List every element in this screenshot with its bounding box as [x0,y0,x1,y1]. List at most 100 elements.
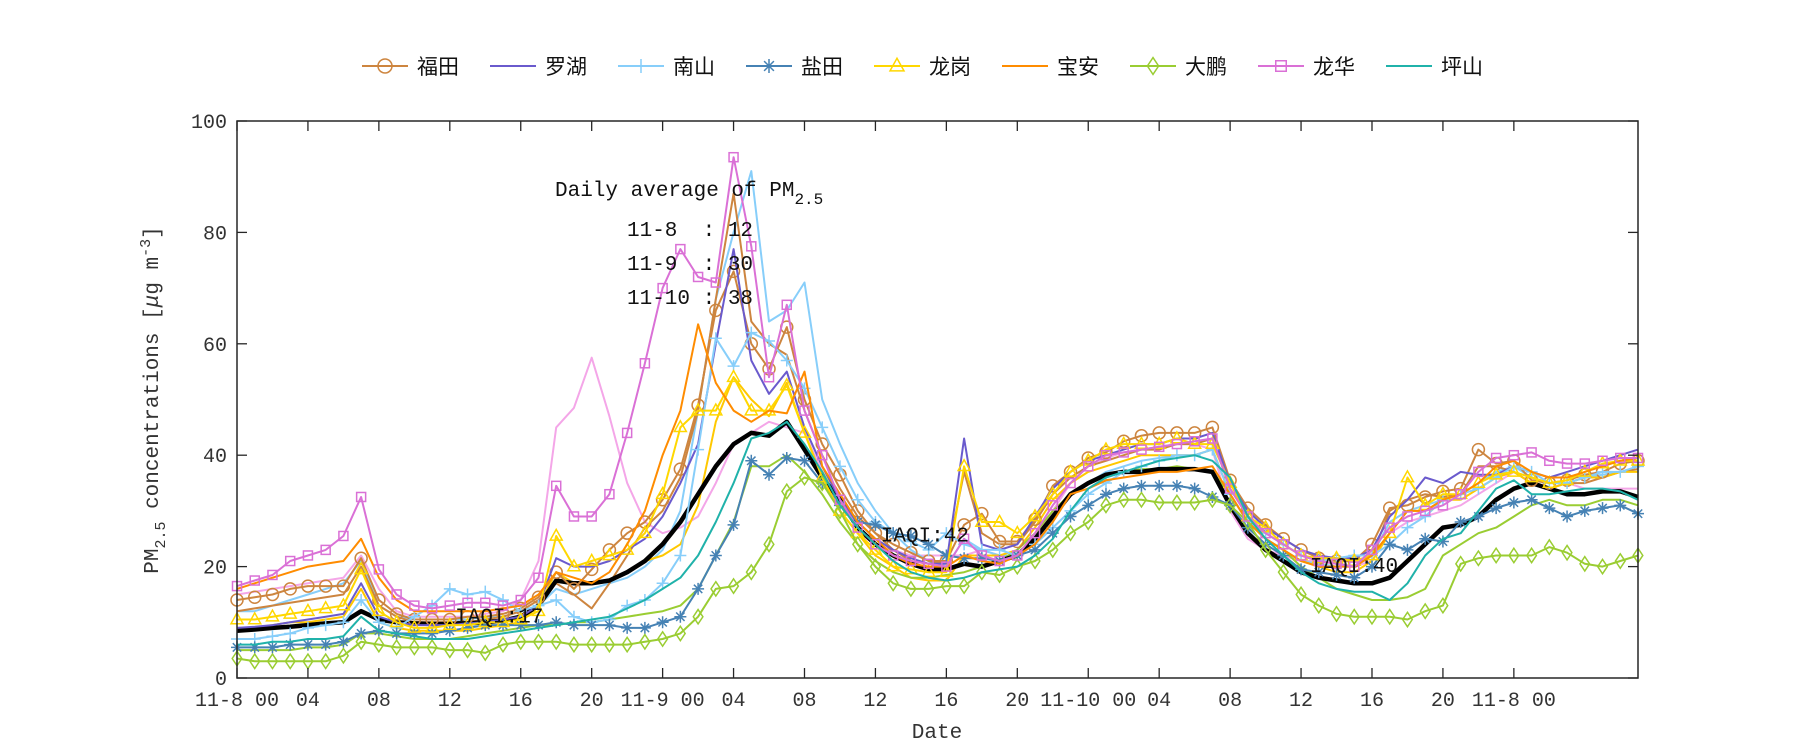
legend-item[interactable]: 坪山 [1386,55,1483,79]
diamond-marker [993,566,1006,584]
square-marker [1029,527,1041,539]
diamond-marker [532,633,545,651]
diamond-marker [1454,555,1467,573]
diamond-marker [266,652,279,670]
triangle-marker [726,369,741,383]
triangle-marker [1134,435,1149,450]
square-marker [409,600,420,611]
legend-item[interactable]: 龙华 [1258,55,1355,79]
diamond-marker [444,641,456,659]
triangle-marker [318,600,333,614]
triangle-marker [424,619,440,633]
triangle-marker [531,603,546,617]
asterisk-marker [408,627,421,640]
asterisk-marker [1436,535,1449,548]
asterisk-marker [1046,527,1059,540]
plot-frame [236,120,1639,679]
asterisk-marker [1472,510,1485,523]
plus-marker [1561,477,1574,490]
asterisk-marker [1596,502,1609,515]
asterisk-marker [798,454,811,467]
legend-item[interactable]: 龙岗 [874,55,971,79]
square-marker [1082,461,1094,472]
legend-item[interactable]: 宝安 [1002,55,1099,79]
plus-marker [355,594,368,607]
circle-marker [726,264,741,279]
legend: 福田 罗湖 南山 盐田 龙岗 宝安 大鹏 龙华 坪山 [362,55,1483,79]
plus-marker [656,577,669,590]
square-marker [994,555,1005,567]
triangle-marker [407,619,422,633]
asterisk-marker [1188,482,1201,495]
triangle-marker [673,419,688,433]
diamond-marker [1146,56,1160,76]
diamond-marker [656,630,669,648]
x-axis-label: Date [912,722,962,745]
legend-item[interactable]: 盐田 [746,55,843,79]
asterisk-marker [727,518,740,531]
diamond-marker [621,636,633,654]
diamond-marker [1579,555,1591,573]
circle-marker [389,607,404,621]
asterisk-marker [780,451,793,464]
triangle-marker [1435,486,1451,500]
triangle-marker [903,561,919,575]
asterisk-marker [284,638,297,651]
legend-item[interactable]: 福田 [362,55,459,79]
square-marker [480,597,491,609]
square-marker [1275,60,1287,72]
asterisk-marker [709,549,722,562]
diamond-marker [1313,597,1325,615]
legend-item[interactable]: 罗湖 [490,55,587,79]
diamond-marker [1277,563,1290,581]
square-marker [1207,433,1218,444]
legend-item[interactable]: 南山 [618,55,715,79]
diamond-marker [639,633,651,651]
diamond-marker [798,468,811,487]
diamond-marker [1348,608,1360,626]
square-marker [1508,449,1520,461]
series-station-11 [236,323,1639,613]
triangle-marker [1524,469,1539,483]
diamond-marker [390,638,403,656]
diamond-marker [1100,496,1112,514]
triangle-marker [566,558,582,572]
square-marker [1295,550,1307,561]
triangle-marker [1063,463,1078,477]
diamond-marker [408,638,421,656]
circle-marker [265,587,280,602]
square-marker [657,282,668,294]
asterisk-marker [638,621,651,634]
asterisk-marker [656,616,669,629]
asterisk-marker [762,59,776,73]
asterisk-marker [532,619,545,632]
square-marker [976,550,988,561]
x-tick-label: 11-9 00 [621,690,705,713]
triangle-marker [1417,497,1433,511]
diamond-marker [603,636,616,654]
diamond-marker [1118,491,1130,509]
asterisk-marker [567,619,580,632]
plus-marker [319,619,332,632]
diamond-marker [674,624,687,642]
diamond-marker [1490,546,1502,565]
diamond-marker [355,633,367,651]
square-marker [284,555,296,567]
plus-marker [1419,510,1432,523]
circle-marker [301,579,315,593]
series-station-14 [237,420,1639,646]
asterisk-marker [1330,568,1343,581]
triangle-marker [1542,474,1557,488]
square-marker [923,558,934,570]
plus-marker [745,326,758,339]
square-marker [958,533,970,544]
triangle-marker [797,424,812,438]
plus-marker [514,605,527,618]
legend-item[interactable]: 大鹏 [1130,55,1227,79]
asterisk-marker [1170,479,1183,492]
triangle-marker [1258,519,1273,533]
series-layer [229,151,1646,670]
triangle-marker [1098,441,1114,455]
diamond-marker [515,633,527,651]
diamond-marker [851,535,864,553]
